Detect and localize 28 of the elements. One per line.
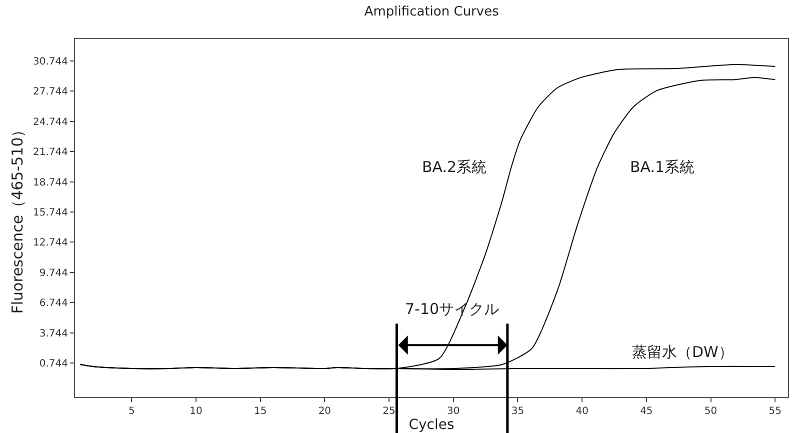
x-tick-label: 10: [190, 406, 202, 417]
x-tick-label: 15: [254, 406, 267, 417]
x-tick-label: 40: [576, 406, 588, 417]
x-tick-label: 30: [447, 406, 460, 417]
x-tick-label: 20: [318, 406, 332, 417]
y-tick-label: 21.744: [33, 147, 68, 158]
x-axis-title: Cycles: [408, 417, 454, 433]
series-label: BA.2系統: [422, 158, 487, 176]
x-tick-label: 50: [704, 406, 718, 417]
x-tick-label: 35: [511, 406, 524, 417]
y-tick-label: 30.744: [33, 56, 68, 68]
x-tick-label: 45: [640, 406, 653, 417]
y-tick-label: 24.744: [33, 116, 68, 128]
y-tick-label: 12.744: [33, 238, 68, 249]
y-tick-label: 0.744: [39, 358, 68, 370]
y-axis-title: Fluorescence（465-510）: [8, 122, 26, 314]
x-tick-label: 55: [768, 406, 782, 417]
y-tick-label: 9.744: [39, 268, 68, 279]
series-label: 蒸留水（DW）: [632, 343, 734, 361]
y-tick-label: 18.744: [33, 177, 68, 188]
y-tick-label: 6.744: [39, 298, 68, 310]
series-label: BA.1系統: [630, 158, 695, 176]
x-tick-label: 25: [382, 406, 396, 417]
y-tick-label: 15.744: [33, 208, 68, 219]
y-tick-label: 3.744: [39, 328, 68, 340]
y-tick-label: 27.744: [33, 86, 68, 98]
x-tick-label: 5: [128, 406, 135, 417]
chart-title: Amplification Curves: [364, 4, 500, 20]
